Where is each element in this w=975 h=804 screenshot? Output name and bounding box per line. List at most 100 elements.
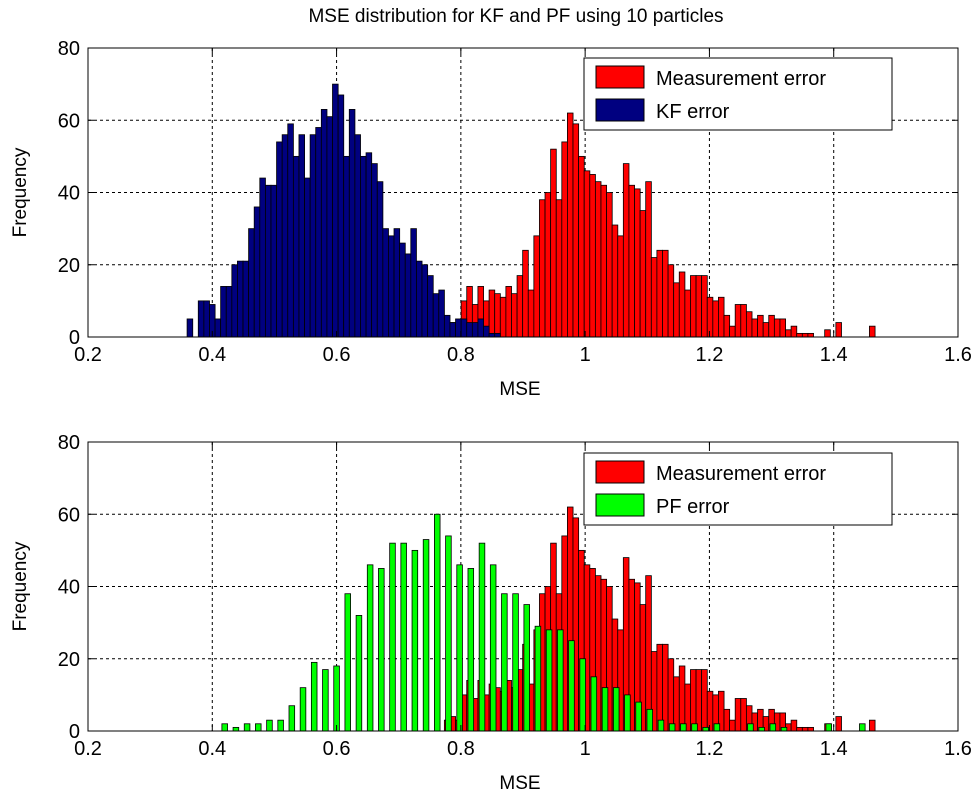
histogram-bar [539, 199, 546, 338]
bottom-histogram: 0.2 0.4 0.6 0.8 1 1.2 1.4 1.6 0 20 40 60 80 MSE Freque… [10, 432, 972, 794]
x-tick-label: 0.8 [447, 344, 475, 366]
histogram-bar [723, 314, 731, 338]
histogram-bar [859, 723, 866, 732]
histogram-bar [702, 726, 709, 732]
histogram-bar [388, 235, 395, 338]
histogram-bar [449, 322, 457, 338]
legend: Measurement error KF error [583, 57, 893, 131]
histogram-bar [221, 723, 228, 732]
histogram-bar [796, 726, 803, 732]
histogram-bar [354, 134, 361, 338]
histogram-bar [264, 184, 272, 338]
histogram-bar [505, 286, 512, 338]
y-tick-label: 80 [58, 432, 80, 454]
histogram-bar [691, 723, 698, 732]
x-tick-label: 0.4 [198, 344, 226, 366]
histogram-bar [557, 629, 564, 732]
histogram-bar [371, 163, 378, 338]
histogram-bar [467, 568, 475, 732]
histogram-bar [415, 260, 423, 338]
histogram-bar [499, 296, 507, 338]
histogram-bar [320, 109, 328, 338]
histogram-bar [740, 698, 747, 732]
top-histogram: 0.2 0.4 0.6 0.8 1 1.2 1.4 1.6 0 20 40 60 80 MSE Freque… [10, 38, 972, 400]
histogram-bar [695, 275, 703, 338]
histogram-bar [690, 275, 697, 338]
histogram-bar [578, 155, 585, 338]
histogram-bar [667, 264, 675, 338]
histogram-bar [360, 155, 367, 338]
histogram-bar [646, 708, 653, 732]
histogram-bar [768, 314, 775, 338]
histogram-bar [723, 708, 731, 732]
histogram-bar [376, 181, 384, 338]
histogram-bar [277, 719, 284, 732]
histogram-bar [780, 726, 788, 732]
x-tick-label: 1.6 [944, 344, 972, 366]
histogram-bar [650, 257, 658, 338]
histogram-bar [427, 275, 434, 338]
histogram-bar [835, 322, 842, 338]
legend-label: PF error [656, 496, 730, 518]
histogram-bar [232, 726, 240, 732]
histogram-bar [483, 325, 490, 338]
x-tick-label: 0.4 [198, 738, 226, 760]
histogram-bar [667, 658, 675, 732]
histogram-bar [796, 332, 803, 338]
histogram-bar [594, 181, 602, 338]
histogram-bar [790, 719, 798, 732]
histogram-bar [445, 535, 452, 732]
histogram-bar [489, 564, 497, 732]
histogram-bar [645, 181, 652, 338]
histogram-bar [333, 665, 340, 732]
histogram-bar [544, 192, 552, 338]
y-tick-label: 80 [58, 38, 80, 60]
histogram-bar [266, 719, 273, 732]
histogram-bar [466, 322, 473, 338]
histogram-bar [298, 134, 305, 338]
histogram-bar [657, 719, 665, 732]
y-tick-label: 60 [58, 110, 80, 132]
histogram-bar [639, 210, 647, 338]
histogram-bar [253, 206, 261, 338]
histogram-bar [488, 332, 496, 338]
histogram-bar [706, 690, 714, 732]
histogram-bar [197, 300, 205, 338]
y-axis-label: Frequency [10, 541, 31, 631]
histogram-bar [523, 604, 530, 732]
histogram-bar [326, 116, 333, 338]
x-axis-label: MSE [499, 773, 540, 794]
histogram-bar [825, 723, 832, 732]
histogram-bar [315, 127, 322, 338]
x-tick-label: 0.8 [447, 738, 475, 760]
histogram-bar [421, 264, 429, 338]
histogram-bar [344, 593, 351, 732]
histogram-bar [460, 318, 468, 338]
series-kf-error [186, 83, 501, 338]
histogram-bar [684, 289, 691, 338]
histogram-bar [572, 123, 580, 338]
histogram-bar [534, 625, 542, 732]
histogram-bar [438, 289, 445, 338]
histogram-bar [220, 286, 227, 338]
histogram-bar [606, 192, 613, 338]
histogram-bar [471, 322, 479, 338]
histogram-bar [270, 184, 278, 338]
histogram-bar [400, 542, 407, 732]
histogram-bar [488, 289, 496, 338]
histogram-bar [567, 112, 574, 338]
y-tick-label: 0 [69, 327, 80, 349]
histogram-bar [456, 564, 463, 732]
histogram-bar [773, 318, 781, 338]
histogram-bar [690, 669, 697, 732]
histogram-bar [550, 148, 557, 338]
histogram-bar [343, 155, 350, 338]
histogram-bar [729, 719, 736, 732]
histogram-bar [680, 723, 687, 732]
histogram-bar [713, 723, 721, 732]
histogram-bar [656, 643, 663, 732]
histogram-bar [281, 134, 289, 338]
histogram-bar [701, 275, 708, 338]
histogram-bar [533, 235, 540, 338]
